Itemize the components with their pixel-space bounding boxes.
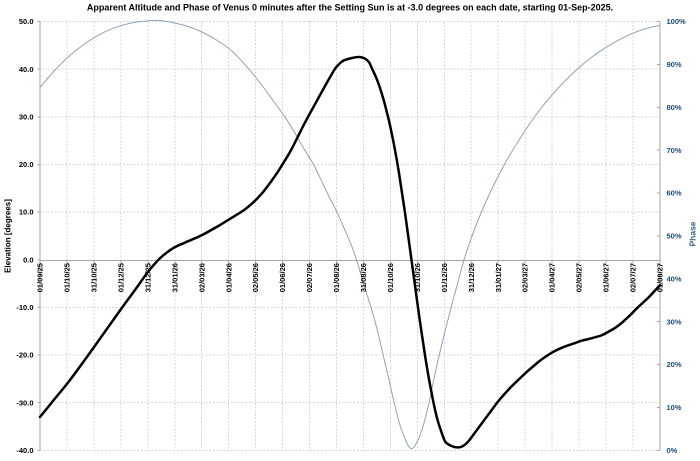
svg-text:31/12/25: 31/12/25: [143, 263, 152, 292]
svg-text:60%: 60%: [667, 189, 682, 198]
svg-text:10%: 10%: [667, 403, 682, 412]
svg-text:01/08/27: 01/08/27: [655, 263, 664, 292]
svg-text:-10.0: -10.0: [16, 303, 33, 312]
svg-text:02/07/26: 02/07/26: [305, 263, 314, 292]
svg-text:0%: 0%: [667, 446, 678, 455]
svg-text:90%: 90%: [667, 60, 682, 69]
svg-text:01/10/26: 01/10/26: [386, 263, 395, 292]
svg-text:01/06/26: 01/06/26: [278, 263, 287, 292]
svg-text:31/10/25: 31/10/25: [90, 263, 99, 292]
svg-text:30%: 30%: [667, 317, 682, 326]
svg-text:50%: 50%: [667, 232, 682, 241]
svg-text:02/03/27: 02/03/27: [521, 263, 530, 292]
svg-text:01/12/26: 01/12/26: [440, 263, 449, 292]
svg-text:31/08/26: 31/08/26: [359, 263, 368, 292]
svg-text:31/12/26: 31/12/26: [467, 263, 476, 292]
svg-text:01/09/25: 01/09/25: [36, 263, 45, 292]
svg-text:31/10/26: 31/10/26: [413, 263, 422, 292]
svg-text:01/12/25: 01/12/25: [116, 263, 125, 292]
svg-text:02/07/27: 02/07/27: [629, 263, 638, 292]
svg-text:40.0: 40.0: [19, 65, 34, 74]
svg-text:02/05/27: 02/05/27: [575, 263, 584, 292]
svg-text:10.0: 10.0: [19, 208, 34, 217]
svg-text:20.0: 20.0: [19, 160, 34, 169]
svg-text:-20.0: -20.0: [16, 351, 33, 360]
svg-text:02/03/26: 02/03/26: [197, 263, 206, 292]
svg-text:0.0: 0.0: [23, 255, 33, 264]
svg-text:01/04/26: 01/04/26: [224, 263, 233, 292]
svg-text:02/05/26: 02/05/26: [251, 263, 260, 292]
svg-text:40%: 40%: [667, 274, 682, 283]
svg-text:70%: 70%: [667, 146, 682, 155]
svg-text:01/06/27: 01/06/27: [602, 263, 611, 292]
svg-text:80%: 80%: [667, 103, 682, 112]
svg-text:30.0: 30.0: [19, 112, 34, 121]
svg-text:-40.0: -40.0: [16, 446, 33, 455]
svg-text:100%: 100%: [667, 17, 687, 26]
svg-text:-30.0: -30.0: [16, 398, 33, 407]
svg-text:01/10/25: 01/10/25: [63, 263, 72, 292]
svg-text:Phase: Phase: [688, 221, 698, 246]
svg-text:01/04/27: 01/04/27: [548, 263, 557, 292]
svg-text:31/01/27: 31/01/27: [494, 263, 503, 292]
svg-text:20%: 20%: [667, 360, 682, 369]
svg-text:Elevation [degrees]: Elevation [degrees]: [4, 199, 13, 273]
svg-text:31/01/26: 31/01/26: [170, 263, 179, 292]
svg-text:50.0: 50.0: [19, 17, 34, 26]
svg-text:01/08/26: 01/08/26: [332, 263, 341, 292]
svg-text:Apparent Altitude and Phase of: Apparent Altitude and Phase of Venus 0 m…: [87, 3, 613, 13]
